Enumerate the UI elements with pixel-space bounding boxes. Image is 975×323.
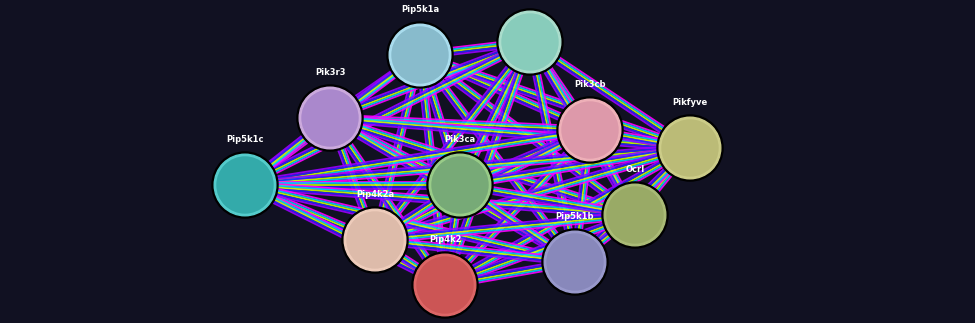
Circle shape [392,27,448,83]
Text: Pip5k1c: Pip5k1c [226,135,264,144]
Circle shape [560,99,621,161]
Circle shape [347,212,403,268]
Circle shape [389,24,450,86]
Text: Pik3r3: Pik3r3 [315,68,345,77]
Circle shape [562,102,618,158]
Circle shape [672,130,708,166]
Circle shape [659,117,721,179]
Circle shape [442,167,478,203]
Text: Pik3ca: Pik3ca [445,135,476,144]
Circle shape [297,85,363,151]
Text: Pip4k2a: Pip4k2a [356,190,394,199]
Circle shape [414,254,476,316]
Circle shape [312,100,348,136]
Circle shape [602,182,668,248]
Circle shape [344,209,406,271]
Circle shape [299,87,361,149]
Circle shape [402,37,438,73]
Circle shape [427,267,463,303]
Circle shape [417,257,473,313]
Circle shape [387,22,453,88]
Circle shape [412,252,478,318]
Circle shape [357,222,393,258]
Circle shape [217,157,273,213]
Circle shape [544,231,605,293]
Circle shape [302,90,358,146]
Circle shape [557,244,593,280]
Text: Pikfyve: Pikfyve [673,98,708,107]
Circle shape [662,120,718,176]
Circle shape [427,152,493,218]
Circle shape [557,97,623,163]
Text: Pik3cb: Pik3cb [574,80,605,89]
Circle shape [212,152,278,218]
Circle shape [617,197,653,233]
Text: Pip5k1b: Pip5k1b [556,212,594,221]
Circle shape [497,9,563,75]
Circle shape [502,14,558,70]
Circle shape [512,24,548,60]
Circle shape [342,207,409,273]
Circle shape [429,154,490,216]
Text: Pip4k2: Pip4k2 [429,235,461,244]
Circle shape [499,11,561,73]
Circle shape [657,115,723,181]
Circle shape [607,187,663,243]
Circle shape [571,112,608,148]
Circle shape [604,184,666,246]
Circle shape [432,157,488,213]
Text: Pten: Pten [519,0,541,1]
Text: Ocrl: Ocrl [625,165,644,174]
Text: Pip5k1a: Pip5k1a [401,5,439,14]
Circle shape [227,167,263,203]
Circle shape [214,154,276,216]
Circle shape [542,229,608,295]
Circle shape [547,234,603,290]
